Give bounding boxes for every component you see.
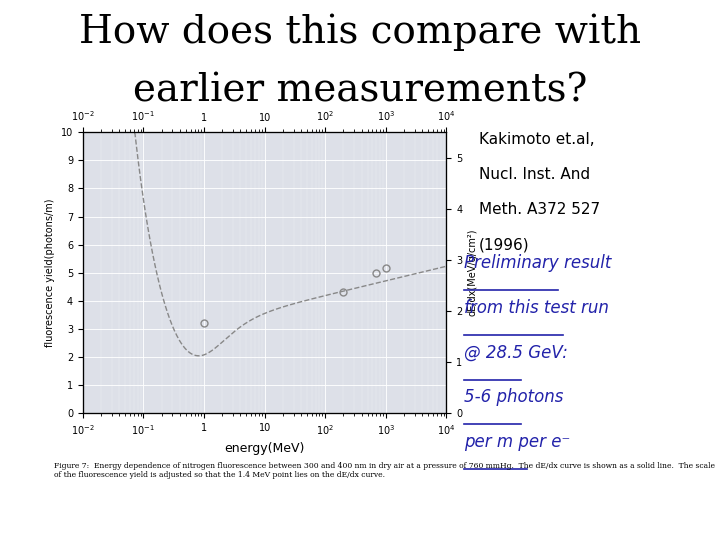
Y-axis label: fluorescence yield(photons/m): fluorescence yield(photons/m)	[45, 198, 55, 347]
Text: 5-6 photons: 5-6 photons	[464, 388, 564, 406]
Text: Figure 7:  Energy dependence of nitrogen fluorescence between 300 and 400 nm in : Figure 7: Energy dependence of nitrogen …	[54, 462, 715, 479]
Text: Nucl. Inst. And: Nucl. Inst. And	[479, 167, 590, 183]
Text: Kakimoto et.al,: Kakimoto et.al,	[479, 132, 595, 147]
Text: earlier measurements?: earlier measurements?	[132, 73, 588, 110]
Text: Preliminary result: Preliminary result	[464, 254, 612, 272]
Text: from this test run: from this test run	[464, 299, 615, 316]
Text: Meth. A372 527: Meth. A372 527	[479, 202, 600, 218]
Text: per m per e⁻: per m per e⁻	[464, 433, 571, 451]
X-axis label: energy(MeV): energy(MeV)	[225, 442, 305, 455]
Y-axis label: dE/dx(MeV/g/cm²): dE/dx(MeV/g/cm²)	[468, 229, 478, 316]
Text: @ 28.5 GeV:: @ 28.5 GeV:	[464, 343, 568, 361]
Text: (1996): (1996)	[479, 238, 529, 253]
Text: How does this compare with: How does this compare with	[79, 14, 641, 51]
